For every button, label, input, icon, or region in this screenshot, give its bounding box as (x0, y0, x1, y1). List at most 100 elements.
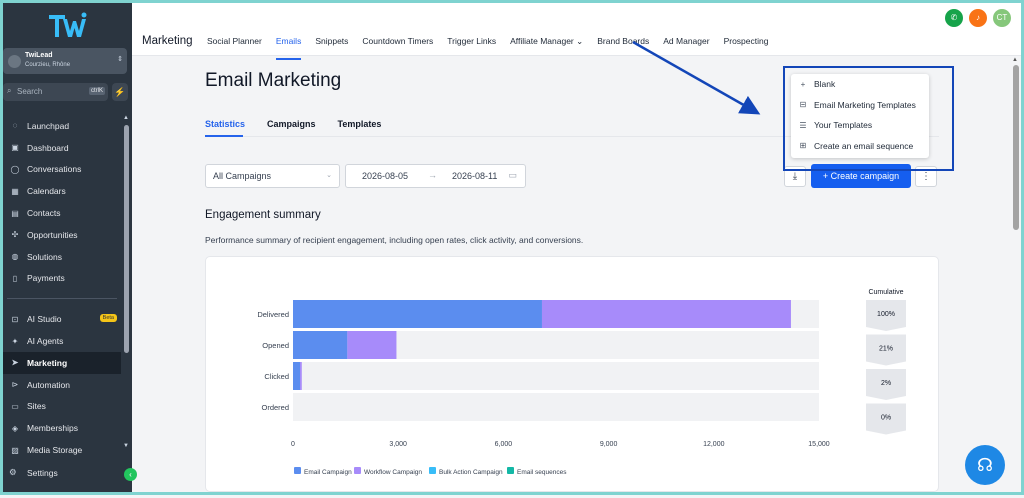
create-campaign-menu: + Blank ⊟ Email Marketing Templates ☰ Your … (791, 74, 929, 158)
search-input[interactable]: ⌕ Search ctrlK (3, 83, 108, 101)
engagement-summary-title: Engagement summary (205, 209, 321, 221)
quick-action-button[interactable]: ⚡ (112, 83, 128, 101)
legend-label: Email sequences (517, 469, 567, 476)
tab-brand-boards[interactable]: Brand Boards (597, 36, 650, 46)
x-tick-label: 6,000 (495, 441, 513, 448)
user-avatar[interactable]: CT (993, 9, 1011, 27)
calendar-icon: ▭ (508, 170, 517, 180)
menu-item-blank[interactable]: + Blank (791, 74, 929, 95)
bar-segment (300, 362, 302, 390)
memberships-icon: ◈ (11, 423, 19, 433)
sidebar-item-calendars[interactable]: ▦ Calendars (3, 180, 121, 202)
shortcut-badge: ctrlK (89, 87, 105, 95)
sidebar-item-opportunities[interactable]: ✣ Opportunities (3, 224, 121, 246)
cumulative-value: 2% (881, 380, 891, 387)
tab-campaigns[interactable]: Campaigns (267, 119, 316, 129)
tab-social-planner[interactable]: Social Planner (207, 36, 262, 46)
menu-item-label: Your Templates (814, 120, 873, 131)
sidebar-item-ai-agents[interactable]: ✦ AI Agents (3, 330, 121, 352)
menu-item-create-email-sequence[interactable]: ⊞ Create an email sequence (791, 136, 929, 157)
sidebar-item-label: Conversations (27, 164, 82, 175)
header-actions: ✆ ♪ CT (945, 9, 1011, 27)
more-options-button[interactable]: ⋮ (915, 166, 937, 187)
sidebar-item-memberships[interactable]: ◈ Memberships (3, 417, 121, 439)
search-placeholder: Search (17, 87, 43, 96)
page-scrollbar[interactable] (1013, 65, 1019, 230)
bar-segment (293, 331, 348, 359)
menu-item-email-marketing-templates[interactable]: ⊟ Email Marketing Templates (791, 95, 929, 116)
date-range-picker[interactable]: 2026-08-05 → 2026-08-11 ▭ (345, 164, 526, 188)
bell-icon[interactable]: ♪ (969, 9, 987, 27)
brand-logo[interactable] (47, 11, 89, 39)
tab-snippets[interactable]: Snippets (315, 36, 349, 46)
create-campaign-button[interactable]: + Create campaign (811, 164, 911, 188)
plus-icon: + (800, 79, 806, 89)
sidebar-item-sites[interactable]: ▭ Sites (3, 396, 121, 418)
sites-icon: ▭ (11, 401, 19, 411)
sidebar-item-label: Payments (27, 273, 65, 284)
sidebar: TwiLead Courzieu, Rhône ⇕ ⌕ Search ctrlK… (3, 3, 132, 492)
sidebar-item-label: Contacts (27, 208, 61, 219)
sidebar-item-conversations[interactable]: ◯ Conversations (3, 159, 121, 181)
sidebar-item-solutions[interactable]: ◍ Solutions (3, 246, 121, 268)
page-scroll-up-icon[interactable]: ▲ (1012, 57, 1018, 63)
cumulative-value: 21% (879, 346, 893, 353)
arrow-right-icon: → (428, 170, 437, 180)
automation-icon: ⊳ (11, 380, 19, 390)
sidebar-item-automation[interactable]: ⊳ Automation (3, 374, 121, 396)
x-tick-label: 9,000 (600, 441, 618, 448)
legend-swatch (507, 467, 514, 474)
sidebar-item-dashboard[interactable]: ▣ Dashboard (3, 137, 121, 159)
tab-templates[interactable]: Templates (337, 119, 382, 129)
rocket-icon: ◌ (12, 121, 18, 131)
sidebar-item-marketing[interactable]: ➤ Marketing (3, 351, 121, 374)
bar-segment (347, 331, 397, 359)
cumulative-arrow (866, 403, 906, 435)
sidebar-item-settings[interactable]: ⚙ Settings (9, 467, 58, 478)
sidebar-item-launchpad[interactable]: ◌ Launchpad (3, 115, 121, 137)
kebab-icon: ⋮ (921, 171, 931, 182)
inbox-icon: ⊟ (799, 100, 807, 110)
collapse-sidebar-button[interactable]: ‹ (124, 468, 137, 481)
sidebar-item-label: AI Agents (27, 336, 64, 347)
bar-segment (293, 362, 301, 390)
category-label: Opened (262, 341, 289, 350)
phone-icon[interactable]: ✆ (945, 9, 963, 27)
support-chat-button[interactable]: ☊ (965, 445, 1005, 485)
plus-icon: + (822, 171, 829, 181)
sidebar-scroll-up-icon[interactable]: ▲ (123, 115, 129, 121)
email-subtabs: Statistics Campaigns Templates (205, 119, 381, 129)
sidebar-item-media-storage[interactable]: ▨ Media Storage (3, 439, 121, 461)
active-tab-indicator (205, 135, 243, 137)
category-label: Ordered (261, 403, 289, 412)
gear-icon: ⚙ (9, 467, 17, 477)
tab-countdown-timers[interactable]: Countdown Timers (362, 36, 434, 46)
sidebar-item-label: Opportunities (27, 229, 78, 240)
chevron-down-icon: ⌄ (576, 36, 584, 46)
sidebar-item-contacts[interactable]: ▤ Contacts (3, 202, 121, 224)
sidebar-item-payments[interactable]: ▯ Payments (3, 268, 121, 290)
legend-swatch (429, 467, 436, 474)
sidebar-item-ai-studio[interactable]: ⊡ AI Studio Beta (3, 308, 121, 330)
tab-emails[interactable]: Emails (275, 36, 302, 60)
sidebar-scroll-down-icon[interactable]: ▼ (123, 443, 129, 449)
menu-item-your-templates[interactable]: ☰ Your Templates (791, 115, 929, 136)
contacts-icon: ▤ (11, 208, 19, 218)
tab-trigger-links[interactable]: Trigger Links (447, 36, 497, 46)
sidebar-scrollbar[interactable] (124, 125, 129, 353)
download-button[interactable]: ⤓ (784, 166, 806, 187)
tab-affiliate-manager[interactable]: Affiliate Manager ⌄ (510, 36, 583, 60)
tab-statistics[interactable]: Statistics (205, 119, 246, 129)
tabs-divider (205, 136, 939, 137)
tab-label: Affiliate Manager (510, 36, 574, 46)
campaign-filter-select[interactable]: All Campaigns ⌄ (205, 164, 340, 188)
x-tick-label: 0 (291, 441, 295, 448)
sidebar-item-label: Dashboard (27, 142, 69, 153)
cumulative-header: Cumulative (868, 289, 903, 296)
x-tick-label: 3,000 (389, 441, 407, 448)
legend-label: Bulk Action Campaign (439, 469, 503, 476)
headset-icon: ☊ (977, 455, 993, 475)
menu-item-label: Blank (814, 79, 836, 90)
account-switcher[interactable]: TwiLead Courzieu, Rhône ⇕ (3, 48, 127, 74)
